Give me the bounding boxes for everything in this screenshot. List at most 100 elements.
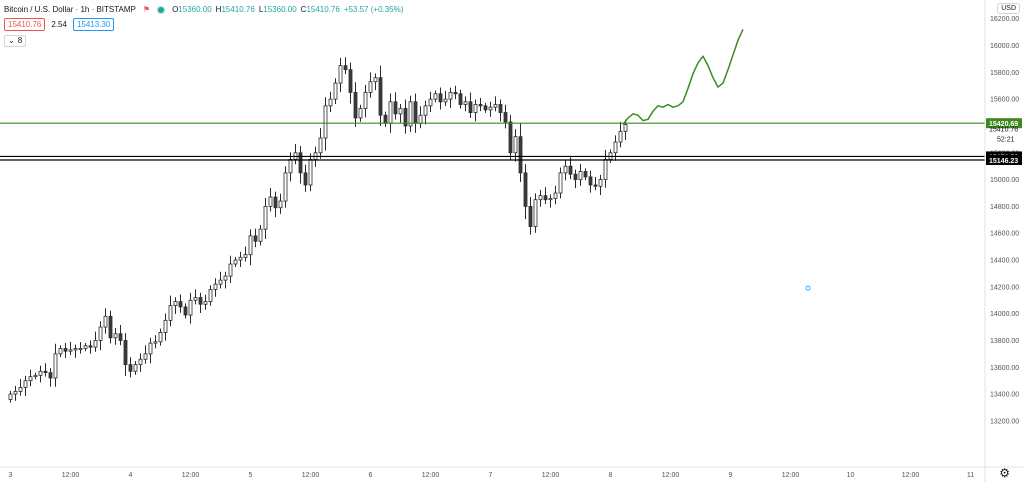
candle-body xyxy=(598,179,603,187)
candle-body xyxy=(623,124,628,132)
candle-body xyxy=(563,165,568,174)
candle-body xyxy=(543,195,548,201)
candle-body xyxy=(348,69,353,93)
candle xyxy=(593,176,598,191)
price-tick-label: 13800.00 xyxy=(990,338,1019,345)
indicators-toggle[interactable]: ⌄ 8 xyxy=(4,35,27,47)
candle xyxy=(283,166,288,208)
candle xyxy=(563,160,568,181)
candle xyxy=(233,256,238,268)
candle-body xyxy=(548,197,553,201)
candle xyxy=(198,292,203,314)
spread-value: 2.54 xyxy=(51,20,67,29)
candle xyxy=(363,84,368,118)
candle-body xyxy=(468,101,473,113)
candle-body xyxy=(138,358,143,365)
candle xyxy=(238,251,243,267)
candle-body xyxy=(558,172,563,194)
time-tick-label: 10 xyxy=(847,472,855,479)
candle-body xyxy=(173,301,178,306)
candle xyxy=(173,297,178,314)
candle-body xyxy=(578,171,583,180)
candle-body xyxy=(538,195,543,201)
marker-layer xyxy=(805,285,811,291)
candle xyxy=(438,87,443,110)
candle xyxy=(573,169,578,189)
price-tick-label: 15800.00 xyxy=(990,70,1019,77)
candle xyxy=(318,128,323,159)
candle xyxy=(598,174,603,196)
candle xyxy=(113,328,118,345)
symbol-title[interactable]: Bitcoin / U.S. Dollar · 1h · BITSTAMP xyxy=(4,5,136,14)
candle-body xyxy=(458,93,463,105)
candle xyxy=(368,72,373,98)
candle xyxy=(263,197,268,240)
candle xyxy=(203,294,208,310)
candle-body xyxy=(433,93,438,100)
candle-body xyxy=(153,341,158,344)
candle xyxy=(83,343,88,352)
candle xyxy=(543,187,548,205)
candle xyxy=(208,285,213,306)
candle-body xyxy=(83,345,88,349)
indicator-count: 8 xyxy=(17,36,23,45)
candle xyxy=(493,96,498,112)
candle-body xyxy=(498,104,503,113)
candle xyxy=(428,91,433,112)
time-tick-label: 7 xyxy=(489,472,493,479)
candle-body xyxy=(403,108,408,127)
candle-body xyxy=(233,259,238,265)
flag-icon[interactable]: ⚑ xyxy=(142,5,151,14)
candle xyxy=(58,345,63,358)
candle-body xyxy=(533,199,538,227)
candle xyxy=(63,343,68,359)
candle xyxy=(518,123,523,183)
price-label-bg xyxy=(986,118,1022,129)
candle-body xyxy=(33,374,38,378)
candle xyxy=(298,145,303,184)
candle xyxy=(463,96,468,112)
countdown-label: 52:21 xyxy=(997,137,1015,144)
time-tick-label: 12:00 xyxy=(542,472,560,479)
candle-body xyxy=(613,141,618,154)
candle-body xyxy=(268,196,273,207)
candle-body xyxy=(423,105,428,116)
candle-body xyxy=(553,192,558,199)
candle-body xyxy=(43,370,48,374)
candle-body xyxy=(473,104,478,113)
gear-icon[interactable]: ⚙ xyxy=(999,466,1010,480)
candle-body xyxy=(493,104,498,108)
candle-body xyxy=(258,228,263,242)
candle xyxy=(158,328,163,346)
price-label: 15420.69 xyxy=(989,121,1018,128)
candle xyxy=(548,194,553,208)
currency-selector[interactable]: USD xyxy=(997,3,1020,14)
candle-body xyxy=(518,136,523,174)
candle xyxy=(68,341,73,356)
candle-body xyxy=(78,348,83,350)
candle xyxy=(478,97,483,112)
candle-body xyxy=(333,82,338,100)
time-tick-label: 11 xyxy=(967,472,974,479)
candle xyxy=(498,99,503,122)
price-tick-label: 15000.00 xyxy=(990,177,1019,184)
candle-body xyxy=(223,275,228,281)
candle-body xyxy=(453,92,458,95)
projection-path xyxy=(622,29,744,126)
candle-body xyxy=(273,196,278,209)
candle xyxy=(23,375,28,397)
time-tick-label: 5 xyxy=(249,472,253,479)
sell-button[interactable]: 15410.76 xyxy=(4,18,46,31)
time-tick-label: 9 xyxy=(729,472,733,479)
candle xyxy=(323,97,328,151)
time-tick-label: 12:00 xyxy=(662,472,680,479)
candle-body xyxy=(428,98,433,107)
candle-body xyxy=(158,332,163,343)
candle-body xyxy=(68,349,73,352)
buy-button[interactable]: 15413.30 xyxy=(72,18,115,31)
last-price-label: 15410.76 xyxy=(989,127,1018,134)
time-tick-label: 12:00 xyxy=(902,472,920,479)
candle-body xyxy=(103,315,108,328)
